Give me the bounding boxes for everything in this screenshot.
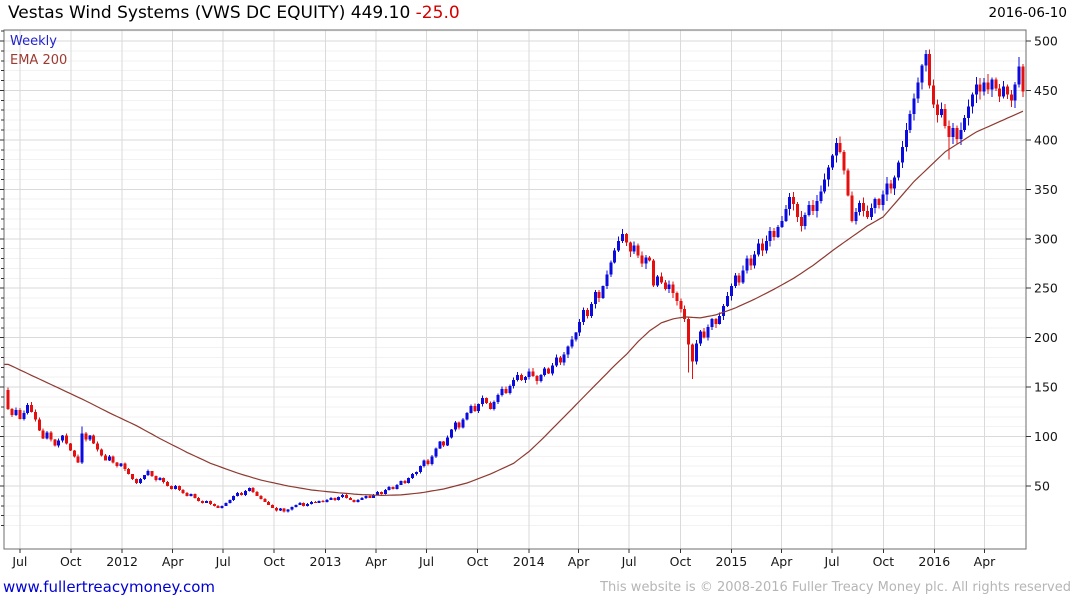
last-price: 449.10: [350, 3, 411, 23]
chart-date: 2016-06-10: [988, 5, 1067, 21]
svg-text:2014: 2014: [513, 554, 545, 569]
price-change: -25.0: [415, 3, 460, 23]
legend-ema-label: EMA 200: [10, 53, 68, 68]
svg-text:150: 150: [1034, 380, 1058, 395]
svg-text:450: 450: [1034, 83, 1058, 98]
svg-text:2013: 2013: [310, 554, 342, 569]
svg-text:Oct: Oct: [263, 554, 285, 569]
svg-text:Jul: Jul: [215, 554, 231, 569]
chart-title: Vestas Wind Systems (VWS DC EQUITY) 449.…: [8, 3, 460, 23]
svg-text:400: 400: [1034, 132, 1058, 147]
svg-text:50: 50: [1034, 479, 1050, 494]
svg-text:350: 350: [1034, 182, 1058, 197]
svg-text:Oct: Oct: [60, 554, 82, 569]
svg-text:2012: 2012: [106, 554, 138, 569]
svg-text:Oct: Oct: [670, 554, 692, 569]
legend-weekly-label: Weekly: [10, 34, 57, 49]
svg-text:Apr: Apr: [365, 554, 387, 569]
svg-text:Apr: Apr: [162, 554, 184, 569]
svg-text:Jul: Jul: [824, 554, 840, 569]
svg-text:300: 300: [1034, 231, 1058, 246]
svg-text:2016: 2016: [918, 554, 950, 569]
svg-text:Jul: Jul: [621, 554, 637, 569]
svg-text:Apr: Apr: [771, 554, 793, 569]
svg-text:100: 100: [1034, 429, 1058, 444]
svg-text:Jul: Jul: [11, 554, 27, 569]
svg-text:2015: 2015: [715, 554, 747, 569]
footer-site-link[interactable]: www.fullertreacymoney.com: [3, 578, 216, 596]
svg-text:Oct: Oct: [467, 554, 489, 569]
instrument-name: Vestas Wind Systems (VWS DC EQUITY): [8, 3, 346, 23]
svg-text:Oct: Oct: [873, 554, 895, 569]
svg-text:Apr: Apr: [568, 554, 590, 569]
svg-text:200: 200: [1034, 330, 1058, 345]
svg-text:Jul: Jul: [418, 554, 434, 569]
chart-footer: www.fullertreacymoney.com This website i…: [0, 578, 1075, 598]
chart-legend: Weekly EMA 200: [10, 32, 67, 70]
svg-text:Apr: Apr: [974, 554, 996, 569]
svg-text:500: 500: [1034, 34, 1058, 49]
footer-copyright: This website is © 2008-2016 Fuller Treac…: [600, 580, 1071, 595]
svg-text:250: 250: [1034, 281, 1058, 296]
